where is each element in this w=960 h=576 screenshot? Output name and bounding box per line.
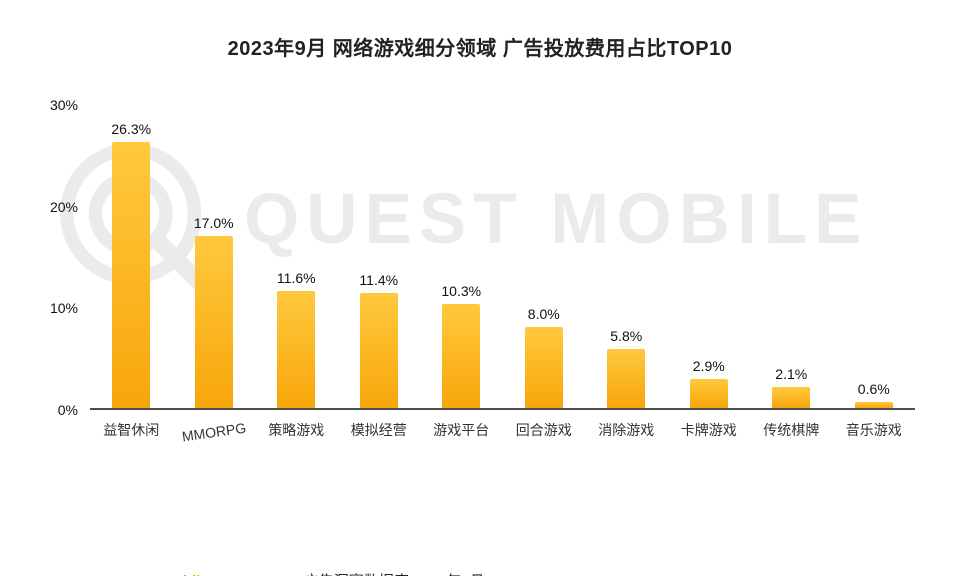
category-label: 游戏平台 bbox=[433, 422, 490, 438]
bar-value-label: 5.8% bbox=[610, 328, 643, 345]
bar bbox=[112, 142, 151, 408]
bar-value-label: 10.3% bbox=[441, 282, 482, 299]
bar-value-label: 2.1% bbox=[775, 365, 808, 382]
y-tick-label: 10% bbox=[49, 300, 78, 317]
bar-column: 10.3% 游戏平台 bbox=[420, 105, 503, 438]
bar bbox=[854, 401, 893, 408]
y-tick-label: 30% bbox=[49, 97, 78, 113]
bar bbox=[607, 349, 646, 408]
bar bbox=[277, 290, 316, 408]
source-line: Source： QuestMobile AD INSIGHT 广告洞察数据库 2… bbox=[50, 570, 485, 576]
bar-column: 5.8% 消除游戏 bbox=[585, 105, 668, 438]
bar-column: 2.9% 卡牌游戏 bbox=[668, 105, 751, 438]
category-label: 传统棋牌 bbox=[763, 422, 820, 438]
source-prefix: Source： bbox=[50, 570, 117, 576]
category-label: 回合游戏 bbox=[515, 422, 572, 438]
category-label: MMORPG bbox=[180, 419, 247, 445]
bar-value-label: 17.0% bbox=[193, 215, 234, 232]
bar-value-label: 8.0% bbox=[527, 306, 560, 323]
y-axis: 30% 20% 10% 0% bbox=[38, 97, 90, 418]
bar bbox=[359, 292, 398, 408]
category-label: 策略游戏 bbox=[268, 422, 325, 438]
bar-chart: QUEST MOBILE 30% 20% 10% 0% 26.3% 益智休闲 17.0% M… bbox=[38, 97, 916, 444]
page-root: 2023年9月 网络游戏细分领域 广告投放费用占比TOP10 QUEST MOB… bbox=[0, 32, 960, 576]
category-label: 消除游戏 bbox=[598, 422, 655, 438]
category-label: 益智休闲 bbox=[103, 422, 160, 438]
bar-value-label: 0.6% bbox=[857, 380, 890, 397]
bar bbox=[442, 303, 481, 408]
y-tick-label: 0% bbox=[57, 402, 78, 418]
source-detail: AD INSIGHT 广告洞察数据库 2023年9月 bbox=[211, 570, 485, 576]
bar-column: 2.1% 传统棋牌 bbox=[750, 105, 833, 438]
bar-column: 26.3% 益智休闲 bbox=[90, 105, 173, 438]
bar-column: 17.0% MMORPG bbox=[173, 105, 256, 444]
category-label: 卡牌游戏 bbox=[680, 422, 737, 438]
bar bbox=[689, 378, 728, 408]
bar-value-label: 11.4% bbox=[359, 271, 399, 288]
category-label: 模拟经营 bbox=[350, 422, 407, 438]
bar-column: 11.4% 模拟经营 bbox=[338, 105, 421, 438]
chart-body: 30% 20% 10% 0% 26.3% 益智休闲 17.0% MMORPG 11.6% 策略游… bbox=[38, 97, 916, 444]
bar-column: 8.0% 回合游戏 bbox=[503, 105, 586, 438]
bar-value-label: 11.6% bbox=[276, 269, 316, 286]
bar-column: 11.6% 策略游戏 bbox=[255, 105, 338, 438]
bar-column: 0.6% 音乐游戏 bbox=[833, 105, 916, 438]
chart-title: 2023年9月 网络游戏细分领域 广告投放费用占比TOP10 bbox=[227, 38, 733, 60]
plot-area: 26.3% 益智休闲 17.0% MMORPG 11.6% 策略游戏 11.4% 模拟经营 10… bbox=[90, 105, 916, 444]
category-label: 音乐游戏 bbox=[845, 422, 902, 438]
bar-value-label: 26.3% bbox=[111, 121, 152, 138]
bar bbox=[524, 327, 563, 408]
y-tick-label: 20% bbox=[49, 198, 78, 215]
source-brand: QuestMobile bbox=[119, 573, 209, 576]
bar-value-label: 2.9% bbox=[692, 357, 725, 374]
bar bbox=[194, 236, 233, 408]
bar bbox=[772, 386, 811, 408]
